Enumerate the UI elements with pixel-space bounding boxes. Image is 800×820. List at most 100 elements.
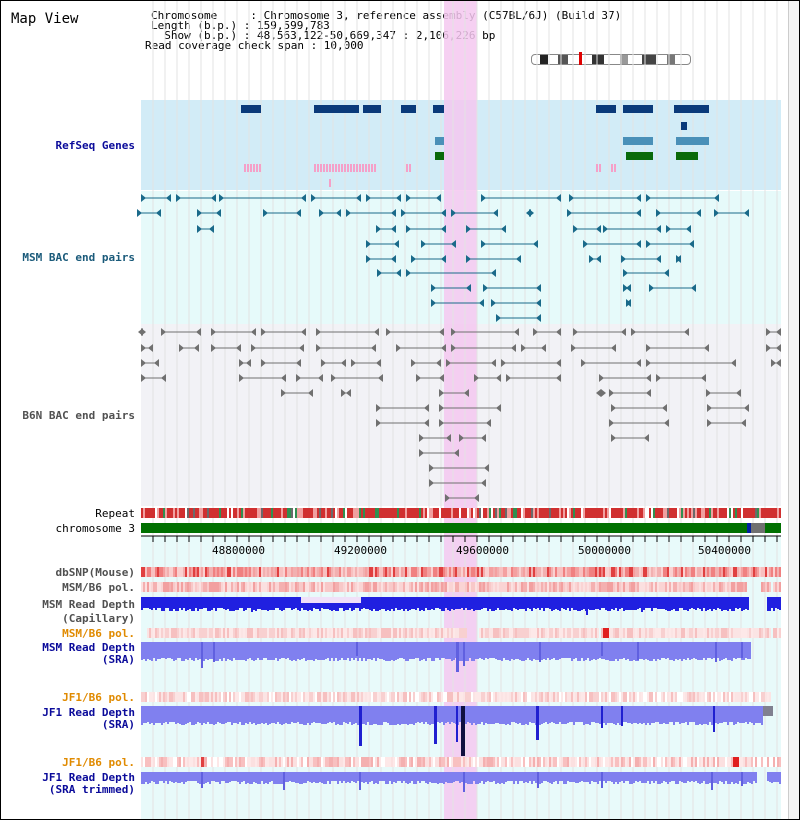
repeat-segment xyxy=(559,508,561,518)
read-depth-bar xyxy=(311,642,313,660)
read-depth-bar xyxy=(693,642,695,658)
read-depth-bar xyxy=(497,642,499,660)
polymorphism-cell xyxy=(493,628,495,638)
polymorphism-cell xyxy=(271,628,273,638)
read-depth-bar xyxy=(263,597,265,610)
polymorphism-cell xyxy=(453,692,455,702)
track-label-msm-bac[interactable]: MSM BAC end pairs xyxy=(22,251,135,264)
polymorphism-cell xyxy=(587,692,589,702)
polymorphism-cell xyxy=(765,628,767,638)
read-depth-bar xyxy=(483,642,485,660)
read-depth-bar xyxy=(499,772,501,784)
polymorphism-cell xyxy=(513,628,515,638)
msm-bac-pair-end xyxy=(451,240,456,248)
chromosome-ideogram[interactable] xyxy=(531,54,691,65)
chromosome-bar-end xyxy=(765,523,781,533)
track-label-chromosome[interactable]: chromosome 3 xyxy=(55,522,135,535)
polymorphism-cell xyxy=(323,582,325,592)
polymorphism-cell xyxy=(493,582,495,592)
read-depth-spike xyxy=(713,706,715,732)
polymorphism-cell xyxy=(323,692,325,702)
read-depth-bar xyxy=(369,642,371,659)
track-label-jf1-read-depth-trimmed[interactable]: JF1 Read Depth (SRA trimmed) xyxy=(5,772,135,796)
polymorphism-cell xyxy=(169,757,171,767)
read-depth-bar xyxy=(593,772,595,782)
polymorphism-cell xyxy=(397,628,399,638)
read-depth-bar xyxy=(567,642,569,658)
polymorphism-cell xyxy=(183,628,185,638)
selection-highlight[interactable] xyxy=(444,1,477,819)
polymorphism-cell xyxy=(187,692,189,702)
gene-exon xyxy=(409,164,411,172)
read-depth-spike xyxy=(456,706,458,742)
read-depth-bar xyxy=(143,597,145,608)
track-label-jf1-read-depth-sra[interactable]: JF1 Read Depth (SRA) xyxy=(5,707,135,731)
polymorphism-cell xyxy=(263,628,265,638)
read-depth-bar xyxy=(583,706,585,725)
polymorphism-cell xyxy=(685,757,687,767)
b6n-bac-pair-end xyxy=(474,494,479,502)
read-depth-bar xyxy=(351,706,353,725)
polymorphism-cell xyxy=(251,582,253,592)
msm-bac-pair-end xyxy=(396,194,401,202)
read-depth-bar xyxy=(223,597,225,609)
read-depth-bar xyxy=(155,772,157,784)
read-depth-bar xyxy=(573,642,575,659)
polymorphism-cell xyxy=(533,757,535,767)
polymorphism-cell xyxy=(393,757,395,767)
repeat-segment xyxy=(217,508,219,518)
track-label-jf1-b6-pol-2[interactable]: JF1/B6 pol. xyxy=(62,756,135,769)
repeat-segment xyxy=(387,508,389,518)
read-depth-bar xyxy=(541,597,543,608)
read-depth-bar xyxy=(371,597,373,611)
read-depth-bar xyxy=(273,642,275,660)
track-label-msm-b6-pol-2[interactable]: MSM/B6 pol. xyxy=(62,627,135,640)
polymorphism-cell xyxy=(773,582,775,592)
b6n-bac-pair-end xyxy=(396,344,401,352)
repeat-segment xyxy=(515,508,517,518)
read-depth-bar xyxy=(221,642,223,661)
track-label-msm-read-depth-capillary[interactable]: MSM Read Depth (Capillary) xyxy=(5,598,135,626)
polymorphism-cell xyxy=(329,567,331,577)
polymorphism-cell xyxy=(371,567,373,577)
read-depth-bar xyxy=(425,597,427,608)
track-label-msm-read-depth-sra[interactable]: MSM Read Depth (SRA) xyxy=(5,642,135,666)
read-depth-bar xyxy=(427,642,429,658)
read-depth-bar xyxy=(343,706,345,722)
read-depth-bar xyxy=(679,706,681,724)
polymorphism-cell xyxy=(699,692,701,702)
track-label-repeat[interactable]: Repeat xyxy=(95,507,135,520)
polymorphism-cell xyxy=(281,567,283,577)
repeat-segment xyxy=(719,508,721,518)
msm-bac-pair-end xyxy=(649,284,654,292)
read-depth-bar xyxy=(337,597,339,611)
polymorphism-cell xyxy=(499,628,501,638)
repeat-segment xyxy=(453,508,455,518)
track-label-b6n-bac[interactable]: B6N BAC end pairs xyxy=(22,409,135,422)
read-depth-bar xyxy=(299,597,301,611)
track-label-dbsnp[interactable]: dbSNP(Mouse) xyxy=(55,566,135,579)
ideogram-position-marker[interactable] xyxy=(579,52,582,65)
track-label-jf1-b6-pol-1[interactable]: JF1/B6 pol. xyxy=(62,691,135,704)
polymorphism-cell xyxy=(307,582,309,592)
repeat-segment xyxy=(183,508,185,518)
polymorphism-cell xyxy=(723,628,725,638)
track-label-msm-b6-pol-1[interactable]: MSM/B6 pol. xyxy=(62,581,135,594)
track-label-refseq[interactable]: RefSeq Genes xyxy=(55,139,135,152)
read-depth-bar xyxy=(229,642,231,660)
polymorphism-cell xyxy=(493,692,495,702)
repeat-segment xyxy=(243,508,245,518)
vertical-scrollbar[interactable] xyxy=(788,1,799,819)
polymorphism-cell xyxy=(649,567,651,577)
read-depth-bar xyxy=(297,597,299,610)
read-depth-bar xyxy=(725,772,727,781)
read-depth-bar xyxy=(387,772,389,784)
polymorphism-cell xyxy=(169,692,171,702)
polymorphism-cell xyxy=(327,567,329,577)
read-depth-bar xyxy=(145,706,147,723)
polymorphism-cell xyxy=(533,582,535,592)
polymorphism-cell xyxy=(413,692,415,702)
read-depth-bar xyxy=(711,597,713,611)
polymorphism-cell xyxy=(589,567,591,577)
